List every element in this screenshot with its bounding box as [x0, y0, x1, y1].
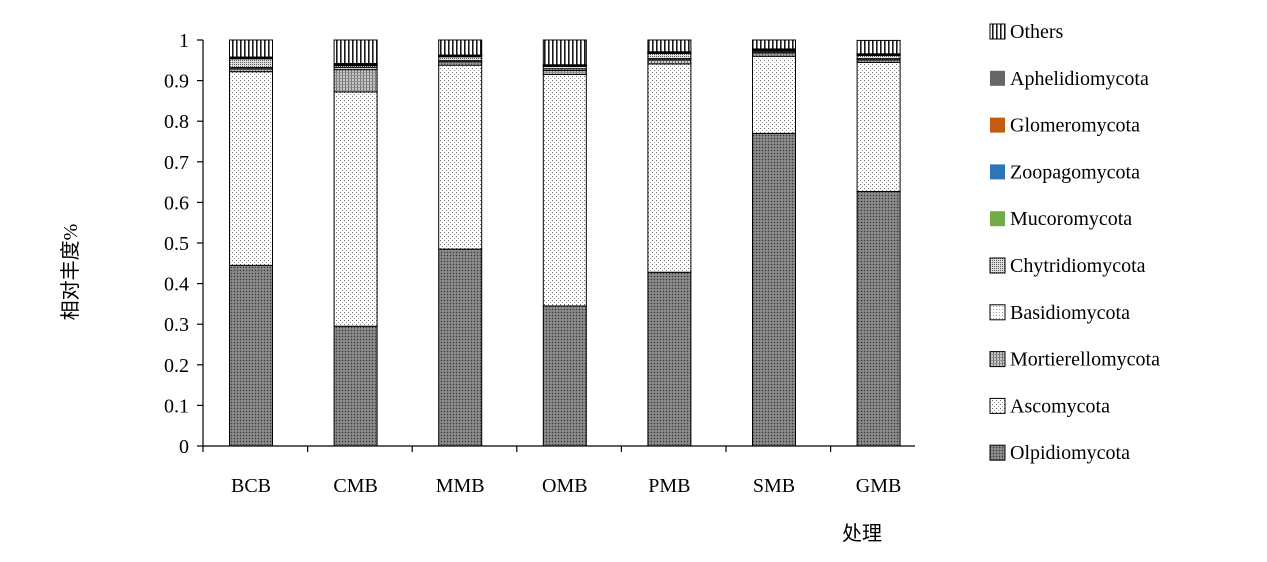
legend-swatch	[990, 445, 1005, 460]
axes: BCB CMB MMB OMB PMB SMB GMB 0 0.1 0.2 0.3 0.4 0.5 0.6…	[164, 30, 915, 497]
legend-swatch	[990, 164, 1005, 179]
legend-swatch	[990, 352, 1005, 367]
bar-segment-cmb-mortierellomycota	[334, 70, 377, 92]
y-tick-label: 0.9	[164, 71, 189, 93]
x-tick-label: CMB	[333, 475, 377, 497]
bar-segment-mmb-chytridiomycota	[439, 57, 482, 61]
legend-swatch	[990, 305, 1005, 320]
bar-segment-mmb-ascomycota	[439, 65, 482, 249]
plot-area	[230, 40, 901, 446]
legend-swatch	[990, 398, 1005, 413]
bar-segment-gmb-others	[857, 40, 900, 53]
bar-segment-cmb-ascomycota	[334, 92, 377, 326]
legend-item-mortierellomycota: Mortierellomycota	[990, 349, 1160, 371]
legend-label: Ascomycota	[1010, 395, 1110, 417]
bar-segment-bcb-olpidiomycota	[230, 265, 273, 446]
legend-label: Olpidiomycota	[1010, 442, 1130, 464]
bar-segment-omb-others	[543, 40, 586, 65]
legend-label: Mucoromycota	[1010, 208, 1132, 230]
legend-swatch	[990, 24, 1005, 39]
bar-segment-gmb-ascomycota	[857, 62, 900, 191]
legend-label: Glomeromycota	[1010, 115, 1140, 137]
bar-segment-cmb-olpidiomycota	[334, 326, 377, 446]
bar-segment-pmb-others	[648, 40, 691, 52]
legend-item-ascomycota: Ascomycota	[990, 395, 1110, 417]
bar-segment-bcb-others	[230, 40, 273, 57]
bar-segment-pmb-chytridiomycota	[648, 53, 691, 58]
y-tick-label: 0.8	[164, 111, 189, 133]
legend-label: Zoopagomycota	[1010, 161, 1140, 183]
legend-item-olpidiomycota: Olpidiomycota	[990, 442, 1130, 464]
x-tick-label: GMB	[856, 475, 902, 497]
legend-swatch	[990, 211, 1005, 226]
legend-item-basidiomycota: Basidiomycota	[990, 302, 1130, 324]
y-tick-label: 0	[179, 436, 189, 458]
x-tick-label: OMB	[542, 475, 588, 497]
bar-segment-bcb-ascomycota	[230, 72, 273, 266]
legend-label: Chytridiomycota	[1010, 255, 1146, 277]
legend: Others Aphelidiomycota Glomeromycota Zoopag…	[990, 21, 1160, 464]
legend-label: Basidiomycota	[1010, 302, 1130, 324]
bar-segment-pmb-ascomycota	[648, 64, 691, 272]
legend-label: Mortierellomycota	[1010, 349, 1160, 371]
legend-label: Aphelidiomycota	[1010, 68, 1149, 90]
y-tick-label: 0.5	[164, 233, 189, 255]
legend-item-zoopagomycota: Zoopagomycota	[990, 161, 1140, 183]
bar-segment-mmb-others	[439, 40, 482, 55]
bar-segment-smb-olpidiomycota	[753, 133, 796, 446]
y-tick-label: 0.2	[164, 355, 189, 377]
x-tick-label: SMB	[753, 475, 795, 497]
x-axis-title: 处理	[842, 522, 882, 545]
bar-segment-smb-ascomycota	[753, 56, 796, 133]
legend-item-others: Others	[990, 21, 1064, 43]
y-tick-label: 1	[179, 30, 189, 52]
legend-swatch	[990, 118, 1005, 133]
y-tick-label: 0.1	[164, 395, 189, 417]
bar-segment-pmb-mortierellomycota	[648, 60, 691, 64]
bar-segment-smb-others	[753, 40, 796, 49]
legend-item-chytridiomycota: Chytridiomycota	[990, 255, 1146, 277]
y-tick-label: 0.3	[164, 314, 189, 336]
bar-segment-cmb-others	[334, 40, 377, 64]
bar-segment-gmb-olpidiomycota	[857, 191, 900, 446]
legend-item-aphelidiomycota: Aphelidiomycota	[990, 68, 1149, 90]
x-tick-label: BCB	[231, 475, 271, 497]
x-tick-label: PMB	[648, 475, 690, 497]
legend-label: Others	[1010, 21, 1064, 43]
bar-segment-omb-olpidiomycota	[543, 306, 586, 446]
y-axis-title: 相对丰度%	[59, 224, 82, 321]
y-tick-label: 0.4	[164, 274, 189, 296]
y-tick-label: 0.7	[164, 152, 189, 174]
bar-segment-omb-ascomycota	[543, 75, 586, 306]
legend-swatch	[990, 258, 1005, 273]
legend-item-glomeromycota: Glomeromycota	[990, 115, 1140, 137]
bar-segment-pmb-olpidiomycota	[648, 272, 691, 446]
bar-segment-mmb-olpidiomycota	[439, 249, 482, 446]
bar-segment-bcb-chytridiomycota	[230, 59, 273, 68]
x-tick-label: MMB	[436, 475, 485, 497]
y-tick-label: 0.6	[164, 192, 189, 214]
bar-segment-omb-mortierellomycota	[543, 70, 586, 74]
legend-swatch	[990, 71, 1005, 86]
legend-item-mucoromycota: Mucoromycota	[990, 208, 1132, 230]
